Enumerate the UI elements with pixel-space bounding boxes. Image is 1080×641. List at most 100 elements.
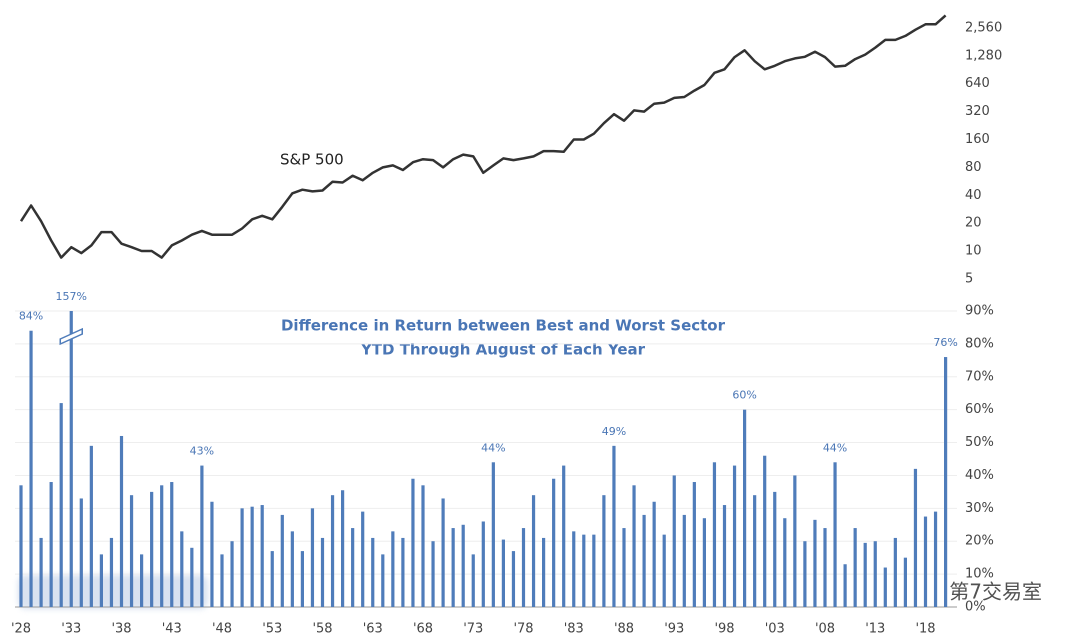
bar-value-label: 44% (481, 441, 505, 454)
x-tick-label: '63 (363, 622, 383, 637)
bar (401, 537, 405, 607)
bar (431, 541, 435, 607)
bar-value-label: 49% (602, 425, 626, 438)
bar (873, 541, 877, 607)
x-tick-label: '03 (765, 622, 785, 637)
y-tick-label: 640 (965, 76, 990, 91)
bar (391, 531, 395, 607)
bar (280, 514, 284, 607)
bar (411, 478, 415, 607)
y-tick-label: 70% (965, 369, 994, 384)
bar (220, 554, 224, 607)
bar (521, 528, 526, 607)
bar (361, 511, 365, 607)
bar-value-label: 43% (190, 445, 214, 458)
y-tick-label: 60% (965, 402, 994, 417)
bar (542, 537, 546, 607)
bar (572, 531, 576, 607)
bar (682, 514, 686, 607)
bar (883, 567, 887, 607)
bar (933, 511, 938, 607)
bar (260, 505, 264, 607)
bar-value-label: 44% (823, 441, 847, 454)
bar (320, 537, 325, 607)
y-tick-label: 80% (965, 336, 994, 351)
bar-value-label: 84% (19, 310, 43, 323)
x-tick-label: '83 (564, 622, 584, 637)
bar (39, 537, 43, 607)
bar (461, 524, 465, 607)
bar (240, 508, 244, 607)
bar (471, 554, 475, 607)
bar (170, 482, 174, 607)
bar (944, 357, 948, 607)
bar (592, 534, 596, 607)
bar (49, 482, 53, 607)
x-tick-label: '68 (413, 622, 433, 637)
x-tick-label: '33 (61, 622, 81, 637)
bar (160, 485, 164, 607)
bar (863, 542, 867, 607)
bar (853, 528, 857, 607)
x-tick-label: '58 (312, 622, 332, 637)
x-tick-label: '78 (513, 622, 533, 637)
bar (763, 455, 767, 607)
y-tick-label: 20 (965, 216, 982, 231)
x-tick-label: '88 (614, 622, 634, 637)
bar (632, 485, 636, 607)
bar (511, 551, 516, 607)
x-tick-label: '28 (11, 622, 31, 637)
y-tick-label: 50% (965, 435, 994, 450)
bar (732, 465, 737, 607)
bar (612, 445, 616, 607)
y-tick-label: 10 (965, 244, 982, 259)
y-tick-label: 2,560 (965, 20, 1002, 35)
x-tick-label: '08 (815, 622, 835, 637)
bar (722, 505, 727, 607)
bar (129, 495, 134, 607)
bar (210, 501, 214, 607)
bar (702, 518, 706, 607)
bar (692, 482, 696, 607)
bar (913, 468, 918, 607)
x-tick-label: '13 (865, 622, 885, 637)
y-tick-label: 0% (965, 600, 986, 615)
axis-break (59, 327, 83, 346)
x-tick-label: '18 (915, 622, 935, 637)
line-annotation: S&P 500 (280, 151, 344, 169)
x-tick-label: '48 (212, 622, 232, 637)
bar (773, 491, 777, 607)
bar (180, 531, 184, 607)
bar (743, 409, 747, 607)
bar (150, 491, 154, 607)
bar (300, 551, 304, 607)
bar (230, 541, 234, 607)
x-tick-label: '53 (262, 622, 282, 637)
bar (923, 516, 928, 607)
bar (903, 557, 907, 607)
y-tick-label: 160 (965, 132, 990, 147)
y-tick-label: 30% (965, 501, 994, 516)
bar (421, 485, 425, 607)
bar (753, 495, 757, 607)
y-tick-label: 10% (965, 567, 994, 582)
bar (119, 435, 124, 607)
y-tick-label: 90% (965, 304, 994, 319)
bar (823, 528, 827, 607)
y-tick-label: 80 (965, 160, 982, 175)
bar (602, 495, 606, 607)
bar (29, 330, 33, 607)
bar (250, 506, 254, 607)
bar (531, 495, 536, 607)
bar (501, 539, 505, 607)
bar (381, 554, 385, 607)
bar (89, 445, 93, 607)
bar (893, 537, 897, 607)
bar (662, 534, 666, 607)
bar (190, 547, 194, 607)
bar (19, 485, 23, 607)
bar (642, 514, 646, 607)
bar (672, 475, 676, 607)
